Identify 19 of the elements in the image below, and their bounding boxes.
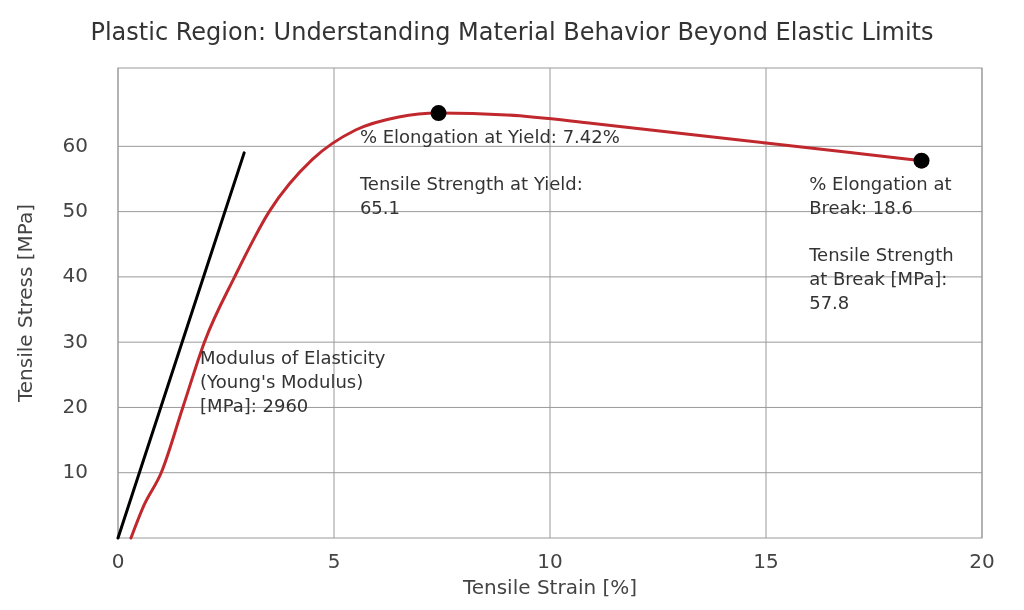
x-tick-label: 10 — [537, 549, 563, 573]
annotation: Tensile Strength at Break [MPa]: 57.8 — [808, 243, 954, 313]
chart-title: Plastic Region: Understanding Material Behavior Beyond Elastic Limits — [90, 18, 934, 46]
x-tick-label: 15 — [753, 549, 779, 573]
annotation: Modulus of Elasticity (Young's Modulus) [MPa]: 2960 — [200, 347, 386, 417]
x-axis-title: Tensile Strain [%] — [461, 575, 638, 599]
y-axis-title: Tensile Stress [MPa] — [13, 203, 37, 404]
annotation: % Elongation at Yield: 7.42% — [359, 126, 620, 148]
y-tick-label: 30 — [62, 328, 88, 353]
y-tick-label: 40 — [62, 263, 88, 288]
x-tick-label: 0 — [111, 549, 125, 573]
annotation: % Elongation at Break: 18.6 — [809, 173, 952, 219]
y-tick-label: 10 — [62, 459, 88, 484]
annotation: Tensile Strength at Yield: 65.1 — [358, 173, 583, 219]
x-tick-label: 20 — [969, 549, 995, 573]
y-tick-label: 20 — [62, 393, 88, 418]
y-tick-label: 60 — [62, 132, 88, 157]
x-tick-label: 5 — [327, 549, 341, 573]
y-tick-label: 50 — [62, 198, 88, 223]
